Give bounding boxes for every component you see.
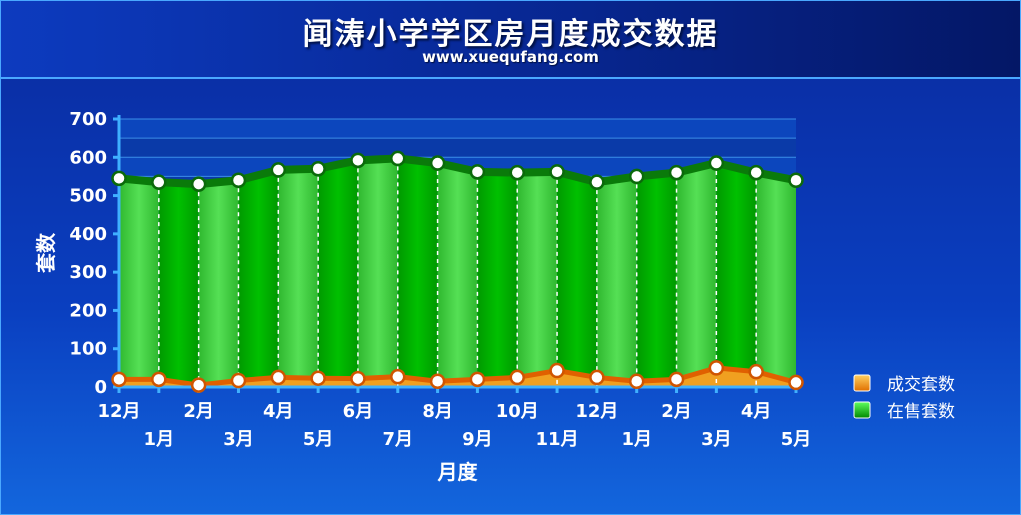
header-banner: 闻涛小学学区房月度成交数据 www.xuequfang.com — [1, 1, 1020, 79]
listing-point — [509, 164, 525, 181]
plot-band — [119, 119, 796, 139]
listing-point — [589, 174, 605, 190]
y-tick-label: 400 — [69, 224, 107, 245]
x-tick-label: 12月 — [97, 401, 140, 422]
x-tick-label: 3月 — [701, 429, 732, 450]
x-tick-label: 12月 — [575, 401, 618, 422]
chart-title: 闻涛小学学区房月度成交数据 — [302, 17, 719, 52]
listing-point — [748, 164, 764, 181]
x-tick-label: 4月 — [741, 401, 772, 422]
transaction-point — [270, 369, 287, 386]
transaction-point — [589, 369, 605, 386]
y-tick-label: 300 — [69, 262, 107, 283]
legend-label-listings: 在售套数 — [887, 402, 955, 422]
transaction-point — [469, 371, 486, 388]
legend-swatch-listings — [853, 401, 871, 419]
axes — [113, 115, 798, 393]
transaction-point — [151, 371, 167, 388]
plot-band — [119, 138, 796, 158]
series-areas — [118, 154, 797, 388]
transaction-point — [748, 363, 764, 380]
listing-area-segment — [756, 172, 796, 387]
transaction-point — [668, 371, 685, 388]
x-tick-label: 9月 — [462, 429, 493, 450]
listing-area-segment — [158, 182, 199, 387]
x-tick-label: 5月 — [781, 429, 812, 450]
y-tick-label: 0 — [94, 377, 107, 398]
listing-area-segment — [198, 180, 239, 387]
x-tick-label: 8月 — [422, 401, 453, 422]
transaction-point — [708, 360, 725, 376]
y-axis-title: 套数 — [34, 232, 58, 273]
x-tick-label: 2月 — [661, 401, 692, 422]
x-tick-label: 3月 — [223, 429, 254, 450]
listing-point — [111, 170, 127, 187]
listing-area-segment — [557, 171, 597, 387]
transaction-point — [628, 373, 645, 390]
x-tick-label: 1月 — [621, 429, 652, 450]
listing-area-segment — [278, 168, 319, 387]
transaction-point — [549, 362, 565, 379]
listing-point — [628, 168, 645, 185]
x-tick-label: 7月 — [382, 429, 413, 450]
listing-area-segment — [397, 158, 438, 387]
x-tick-label: 6月 — [343, 401, 374, 422]
y-tick-label: 500 — [69, 186, 107, 207]
listing-area-segment — [596, 176, 637, 387]
x-tick-label: 10月 — [496, 401, 539, 422]
listing-point — [151, 174, 167, 190]
x-tick-label: 11月 — [536, 429, 579, 450]
axis-labels: 010020030040050060070012月1月2月3月4月5月6月7月8… — [34, 109, 811, 484]
legend: 成交套数 在售套数 — [853, 374, 955, 422]
x-tick-label: 1月 — [144, 429, 175, 450]
listing-area-segment — [716, 163, 757, 387]
x-tick-label: 4月 — [263, 401, 294, 422]
listing-point — [350, 152, 366, 169]
listing-area-segment — [238, 169, 279, 387]
x-tick-label: 2月 — [183, 401, 214, 422]
data-points — [111, 150, 804, 393]
x-tick-label: 5月 — [303, 429, 334, 450]
listing-area-segment — [318, 160, 358, 387]
listing-point — [429, 155, 446, 171]
legend-swatch-transactions — [853, 374, 871, 392]
y-tick-label: 600 — [69, 147, 107, 168]
transaction-point — [310, 370, 326, 386]
y-tick-label: 200 — [69, 300, 107, 321]
listing-point — [788, 172, 804, 189]
listing-point — [549, 164, 565, 180]
listing-area-segment — [676, 163, 717, 387]
transaction-point — [429, 373, 446, 390]
listing-area-segment — [477, 171, 518, 387]
transaction-point — [509, 369, 525, 386]
listing-point — [230, 172, 247, 189]
listing-point — [190, 176, 207, 192]
listing-area-segment — [517, 171, 558, 387]
transaction-point — [390, 368, 406, 385]
legend-label-transactions: 成交套数 — [887, 375, 955, 395]
listing-point — [270, 162, 287, 178]
y-tick-label: 700 — [69, 109, 107, 130]
column-dividers — [158, 166, 757, 387]
transaction-point — [190, 377, 207, 393]
transaction-point — [230, 372, 247, 389]
transaction-point — [350, 370, 366, 387]
listing-area-segment — [119, 178, 159, 387]
listing-point — [708, 155, 725, 171]
x-axis-title: 月度 — [437, 460, 479, 484]
listing-area-segment — [357, 158, 398, 387]
transaction-point — [111, 371, 127, 388]
listing-point — [469, 164, 486, 180]
chart-subtitle: www.xuequfang.com — [422, 48, 599, 66]
listing-point — [390, 150, 406, 167]
y-tick-label: 100 — [69, 339, 107, 360]
listing-area-segment — [437, 163, 478, 387]
listing-point — [310, 161, 326, 177]
listing-point — [668, 164, 685, 181]
transaction-point — [788, 374, 804, 391]
listing-area-segment — [636, 172, 677, 387]
